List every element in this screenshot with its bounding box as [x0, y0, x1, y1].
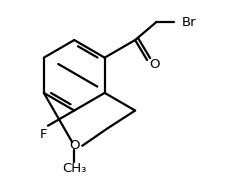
Text: F: F — [40, 128, 47, 141]
Text: Br: Br — [182, 16, 196, 29]
Text: CH₃: CH₃ — [62, 162, 86, 175]
Text: O: O — [149, 58, 160, 71]
Text: O: O — [69, 139, 79, 152]
